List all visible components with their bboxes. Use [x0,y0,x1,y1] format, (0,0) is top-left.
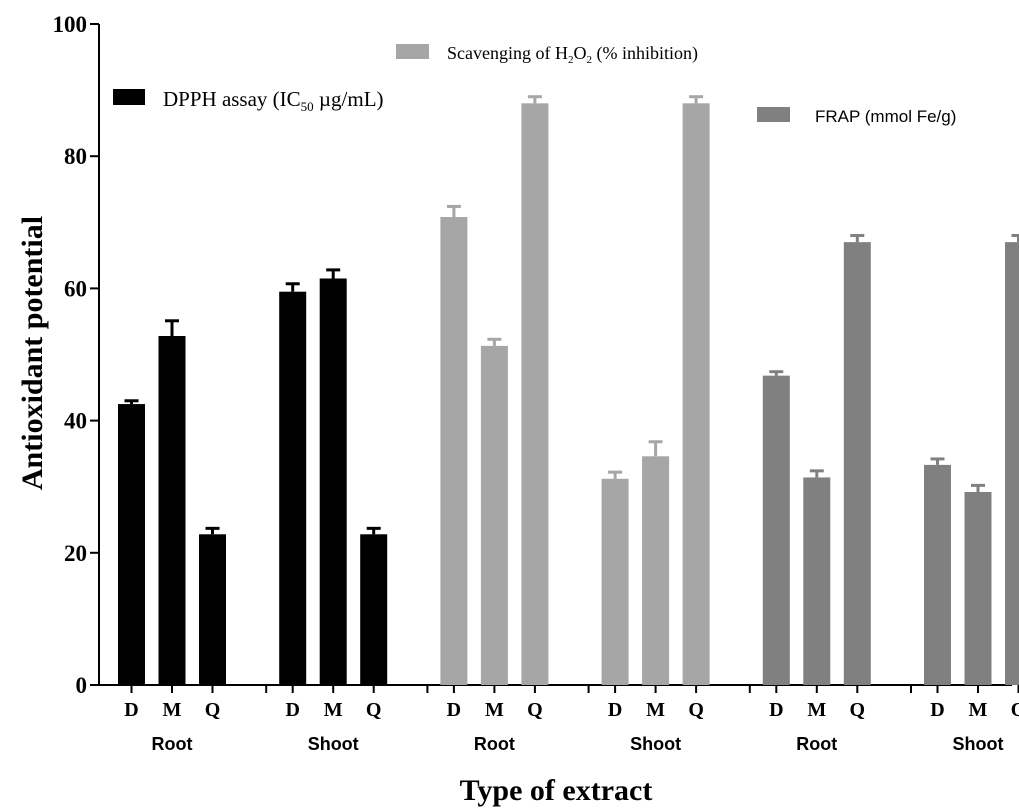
y-tick-label: 0 [76,673,88,698]
legend-swatch-dpph [113,89,145,105]
group-label: Shoot [630,734,681,754]
bar [682,103,710,685]
plot-area: 0 20 40 60 80 100 D M Q Root D M Q Shoot D M Q Root D M Q Sh… [53,12,1019,754]
x-tick-label: M [485,699,504,721]
bar [762,375,790,685]
y-tick-label: 40 [64,409,87,434]
bar [1005,242,1019,685]
bar [964,491,992,685]
group-label: Root [796,734,837,754]
bar [199,534,226,685]
x-ticks: D M Q Root D M Q Shoot D M Q Root D M Q Shoot D M Q Root D M Q… [124,685,1019,754]
legend-swatch-h2o2 [396,44,429,59]
legend-label-dpph: DPPH assay (IC50 µg/mL) [163,87,384,114]
bar [319,278,347,685]
x-tick-label: D [124,699,138,721]
bar [803,477,831,685]
x-tick-label: D [608,699,622,721]
x-tick-label: D [285,699,299,721]
x-tick-label: M [163,699,182,721]
y-tick-label: 100 [53,12,88,37]
bar [843,242,871,685]
legend: DPPH assay (IC50 µg/mL) Scavenging of H2… [113,43,956,126]
group-label: Shoot [308,734,359,754]
bar [480,345,508,685]
x-tick-label: M [807,699,826,721]
group-label: Shoot [953,734,1004,754]
y-tick-label: 80 [64,144,87,169]
x-tick-label: D [447,699,461,721]
x-tick-label: Q [688,699,704,721]
bar [279,291,307,685]
x-tick-label: M [969,699,988,721]
bar [642,456,670,685]
legend-label-frap: FRAP (mmol Fe/g) [815,107,956,126]
bar [521,103,549,685]
bars [118,95,1019,685]
bar [158,335,186,685]
x-tick-label: Q [1011,699,1019,721]
bar [601,478,629,685]
x-tick-label: D [930,699,944,721]
x-tick-label: Q [527,699,543,721]
group-label: Root [152,734,193,754]
y-tick-label: 60 [64,276,87,301]
bar [360,534,388,685]
x-tick-label: Q [205,699,221,721]
bar [118,404,145,685]
bar [440,217,468,685]
x-tick-label: Q [850,699,866,721]
bar [924,464,951,685]
x-tick-label: M [324,699,343,721]
x-tick-label: Q [366,699,382,721]
legend-swatch-frap [757,107,790,122]
x-axis-label: Type of extract [460,774,653,807]
group-label: Root [474,734,515,754]
legend-label-h2o2: Scavenging of H2O2 (% inhibition) [447,43,698,66]
y-axis-label: Antioxidant potential [16,216,49,490]
x-tick-label: M [646,699,665,721]
x-tick-label: D [769,699,783,721]
y-tick-label: 20 [64,541,87,566]
y-ticks: 0 20 40 60 80 100 [53,12,99,698]
